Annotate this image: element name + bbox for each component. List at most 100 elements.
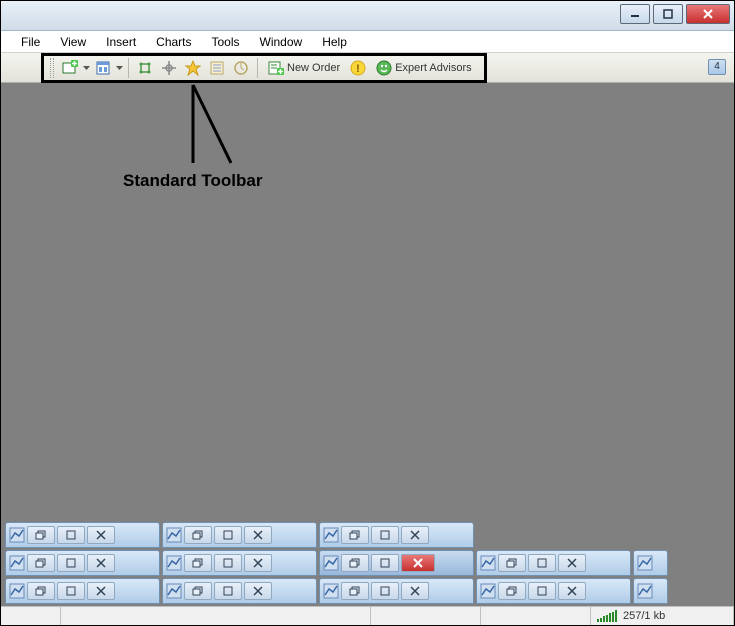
mdi-close-button[interactable] [87, 526, 115, 544]
mdi-restore-button[interactable] [184, 582, 212, 600]
mdi-close-button[interactable] [558, 554, 586, 572]
mdi-workspace: Standard Toolbar [1, 83, 734, 606]
mdi-restore-button[interactable] [498, 582, 526, 600]
new-order-label: New Order [287, 62, 340, 74]
strategy-tester-button[interactable] [230, 57, 252, 79]
terminal-button[interactable] [206, 57, 228, 79]
status-cell [481, 607, 591, 625]
menu-view[interactable]: View [50, 33, 96, 51]
chart-icon [166, 527, 182, 543]
mdi-child[interactable] [633, 550, 668, 576]
chart-icon [323, 555, 339, 571]
chart-icon [480, 583, 496, 599]
mdi-restore-button[interactable] [498, 554, 526, 572]
mdi-restore-button[interactable] [341, 582, 369, 600]
mdi-child-active[interactable] [319, 550, 474, 576]
data-window-button[interactable] [158, 57, 180, 79]
mdi-child[interactable] [162, 522, 317, 548]
mdi-restore-button[interactable] [184, 526, 212, 544]
mdi-maximize-button[interactable] [371, 554, 399, 572]
close-button[interactable] [686, 4, 730, 24]
mdi-close-button[interactable] [401, 554, 435, 572]
mdi-child[interactable] [162, 550, 317, 576]
mdi-child[interactable] [633, 578, 668, 604]
status-cell [61, 607, 371, 625]
expert-advisors-label: Expert Advisors [395, 62, 471, 74]
maximize-button[interactable] [653, 4, 683, 24]
chart-icon [480, 555, 496, 571]
mdi-close-button[interactable] [401, 582, 429, 600]
svg-text:!: ! [356, 63, 360, 75]
mdi-child[interactable] [5, 578, 160, 604]
minimize-button[interactable] [620, 4, 650, 24]
mdi-child[interactable] [5, 522, 160, 548]
status-cell [1, 607, 61, 625]
titlebar [1, 1, 734, 31]
mdi-close-button[interactable] [558, 582, 586, 600]
mdi-maximize-button[interactable] [214, 582, 242, 600]
mdi-child[interactable] [162, 578, 317, 604]
mdi-maximize-button[interactable] [371, 582, 399, 600]
periodicity-badge[interactable]: 4 [708, 59, 726, 75]
mdi-minimized-group [5, 520, 668, 604]
mdi-close-button[interactable] [244, 582, 272, 600]
new-chart-dropdown[interactable] [82, 57, 91, 79]
chart-icon [637, 555, 653, 571]
chart-icon [9, 555, 25, 571]
menu-tools[interactable]: Tools [202, 33, 250, 51]
mdi-restore-button[interactable] [341, 526, 369, 544]
mdi-child[interactable] [319, 522, 474, 548]
profiles-dropdown[interactable] [115, 57, 124, 79]
toolbar-grip[interactable] [50, 58, 54, 78]
statusbar: 257/1 kb [1, 606, 734, 625]
toolbar-separator [257, 58, 258, 78]
standard-toolbar: New Order ! Expert Advisors 4 [1, 53, 734, 83]
app-window: { "window": { "width": 735, "height": 62… [0, 0, 735, 626]
menubar: File View Insert Charts Tools Window Hel… [1, 31, 734, 53]
menu-help[interactable]: Help [312, 33, 357, 51]
mdi-child[interactable] [5, 550, 160, 576]
traffic-text: 257/1 kb [623, 610, 665, 622]
menu-window[interactable]: Window [250, 33, 313, 51]
mdi-restore-button[interactable] [27, 582, 55, 600]
navigator-button[interactable] [182, 57, 204, 79]
menu-charts[interactable]: Charts [146, 33, 201, 51]
mdi-maximize-button[interactable] [214, 526, 242, 544]
mdi-close-button[interactable] [401, 526, 429, 544]
mdi-maximize-button[interactable] [214, 554, 242, 572]
toolbar-highlight-box: New Order ! Expert Advisors [41, 53, 487, 83]
chart-icon [323, 583, 339, 599]
status-connection: 257/1 kb [591, 607, 734, 625]
chart-icon [166, 583, 182, 599]
menu-insert[interactable]: Insert [96, 33, 146, 51]
mdi-close-button[interactable] [244, 526, 272, 544]
menu-file[interactable]: File [11, 33, 50, 51]
toolbar-separator [128, 58, 129, 78]
mdi-close-button[interactable] [244, 554, 272, 572]
chart-icon [323, 527, 339, 543]
mdi-child[interactable] [319, 578, 474, 604]
mdi-child[interactable] [476, 578, 631, 604]
mdi-restore-button[interactable] [184, 554, 212, 572]
mdi-maximize-button[interactable] [57, 554, 85, 572]
mdi-close-button[interactable] [87, 582, 115, 600]
market-watch-button[interactable] [134, 57, 156, 79]
mdi-restore-button[interactable] [27, 554, 55, 572]
window-controls [620, 4, 730, 24]
mdi-close-button[interactable] [87, 554, 115, 572]
mdi-maximize-button[interactable] [528, 554, 556, 572]
new-order-button[interactable]: New Order [263, 57, 345, 79]
expert-advisors-button[interactable]: Expert Advisors [371, 57, 476, 79]
mdi-maximize-button[interactable] [371, 526, 399, 544]
mdi-maximize-button[interactable] [528, 582, 556, 600]
metaquotes-button[interactable]: ! [347, 57, 369, 79]
mdi-restore-button[interactable] [341, 554, 369, 572]
signal-icon [597, 610, 617, 622]
mdi-restore-button[interactable] [27, 526, 55, 544]
new-chart-button[interactable] [59, 57, 81, 79]
chart-icon [9, 583, 25, 599]
mdi-maximize-button[interactable] [57, 582, 85, 600]
mdi-maximize-button[interactable] [57, 526, 85, 544]
profiles-button[interactable] [92, 57, 114, 79]
mdi-child[interactable] [476, 550, 631, 576]
